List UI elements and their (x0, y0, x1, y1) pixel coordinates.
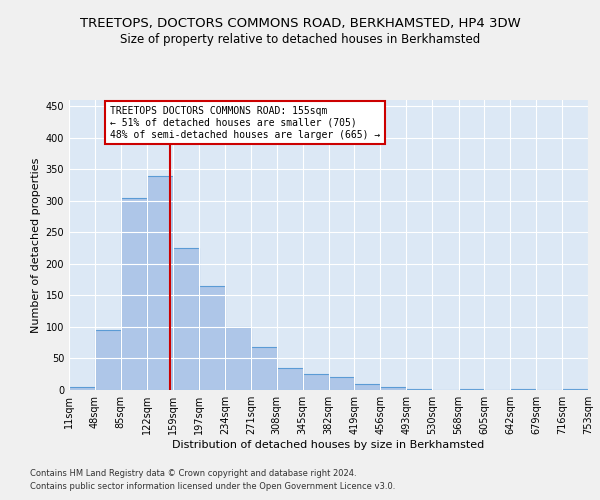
Text: Size of property relative to detached houses in Berkhamsted: Size of property relative to detached ho… (120, 32, 480, 46)
Text: TREETOPS, DOCTORS COMMONS ROAD, BERKHAMSTED, HP4 3DW: TREETOPS, DOCTORS COMMONS ROAD, BERKHAMS… (80, 18, 520, 30)
Bar (380, 387, 406, 390)
Bar (277, 368, 302, 390)
Bar (69, 387, 95, 390)
Bar (329, 378, 355, 390)
X-axis label: Distribution of detached houses by size in Berkhamsted: Distribution of detached houses by size … (172, 440, 485, 450)
Bar (511, 388, 536, 390)
Text: Contains HM Land Registry data © Crown copyright and database right 2024.: Contains HM Land Registry data © Crown c… (30, 468, 356, 477)
Bar (199, 286, 225, 390)
Bar (95, 330, 121, 390)
Bar (406, 388, 432, 390)
Text: TREETOPS DOCTORS COMMONS ROAD: 155sqm
← 51% of detached houses are smaller (705): TREETOPS DOCTORS COMMONS ROAD: 155sqm ← … (110, 106, 380, 140)
Bar (173, 248, 199, 390)
Bar (562, 388, 588, 390)
Bar (302, 374, 329, 390)
Bar (225, 327, 251, 390)
Bar (355, 384, 380, 390)
Bar (458, 388, 484, 390)
Text: Contains public sector information licensed under the Open Government Licence v3: Contains public sector information licen… (30, 482, 395, 491)
Bar (251, 347, 277, 390)
Bar (121, 198, 146, 390)
Y-axis label: Number of detached properties: Number of detached properties (31, 158, 41, 332)
Bar (146, 176, 173, 390)
